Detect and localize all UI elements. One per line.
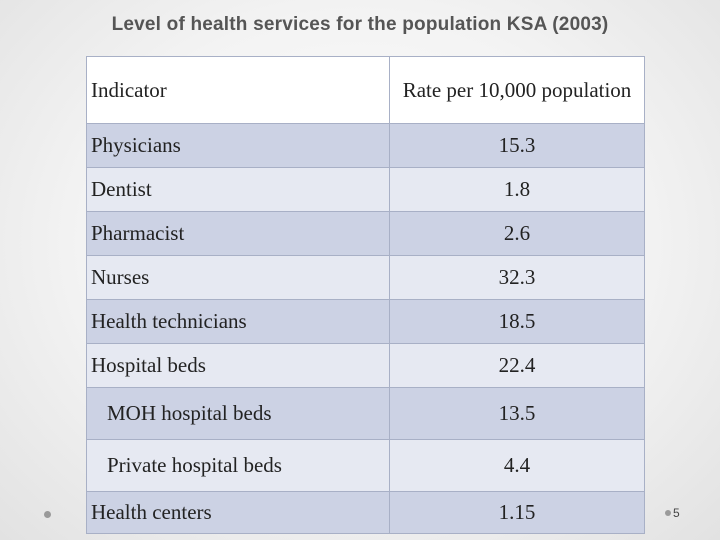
table-row: Private hospital beds 4.4 [86,439,645,492]
row-label: Physicians [86,123,390,168]
row-value: 2.6 [389,211,645,256]
row-value: 13.5 [389,387,645,440]
health-services-table: Indicator Rate per 10,000 population Phy… [86,56,645,534]
header-rate: Rate per 10,000 population [389,56,645,124]
table-row: Physicians 15.3 [86,123,645,168]
row-value: 15.3 [389,123,645,168]
row-value: 4.4 [389,439,645,492]
row-label: Dentist [86,167,390,212]
row-value: 1.8 [389,167,645,212]
bullet-dot-icon [44,511,51,518]
row-label: Health technicians [86,299,390,344]
page-number-value: 5 [673,506,680,520]
row-value: 32.3 [389,255,645,300]
table-row: Dentist 1.8 [86,167,645,212]
table-row: Pharmacist 2.6 [86,211,645,256]
bullet-dot-icon [665,510,671,516]
table-row: MOH hospital beds 13.5 [86,387,645,440]
table-row: Health centers 1.15 [86,491,645,534]
row-value: 18.5 [389,299,645,344]
table-row: Health technicians 18.5 [86,299,645,344]
table-header-row: Indicator Rate per 10,000 population [86,56,645,124]
row-label: Pharmacist [86,211,390,256]
row-label: Hospital beds [86,343,390,388]
row-label: Nurses [86,255,390,300]
header-indicator: Indicator [86,56,390,124]
page-number: 5 [665,506,680,520]
slide-title: Level of health services for the populat… [111,14,609,35]
row-label: MOH hospital beds [86,387,390,440]
row-value: 1.15 [389,491,645,534]
row-label: Private hospital beds [86,439,390,492]
row-value: 22.4 [389,343,645,388]
table-row: Nurses 32.3 [86,255,645,300]
table-row: Hospital beds 22.4 [86,343,645,388]
row-label: Health centers [86,491,390,534]
